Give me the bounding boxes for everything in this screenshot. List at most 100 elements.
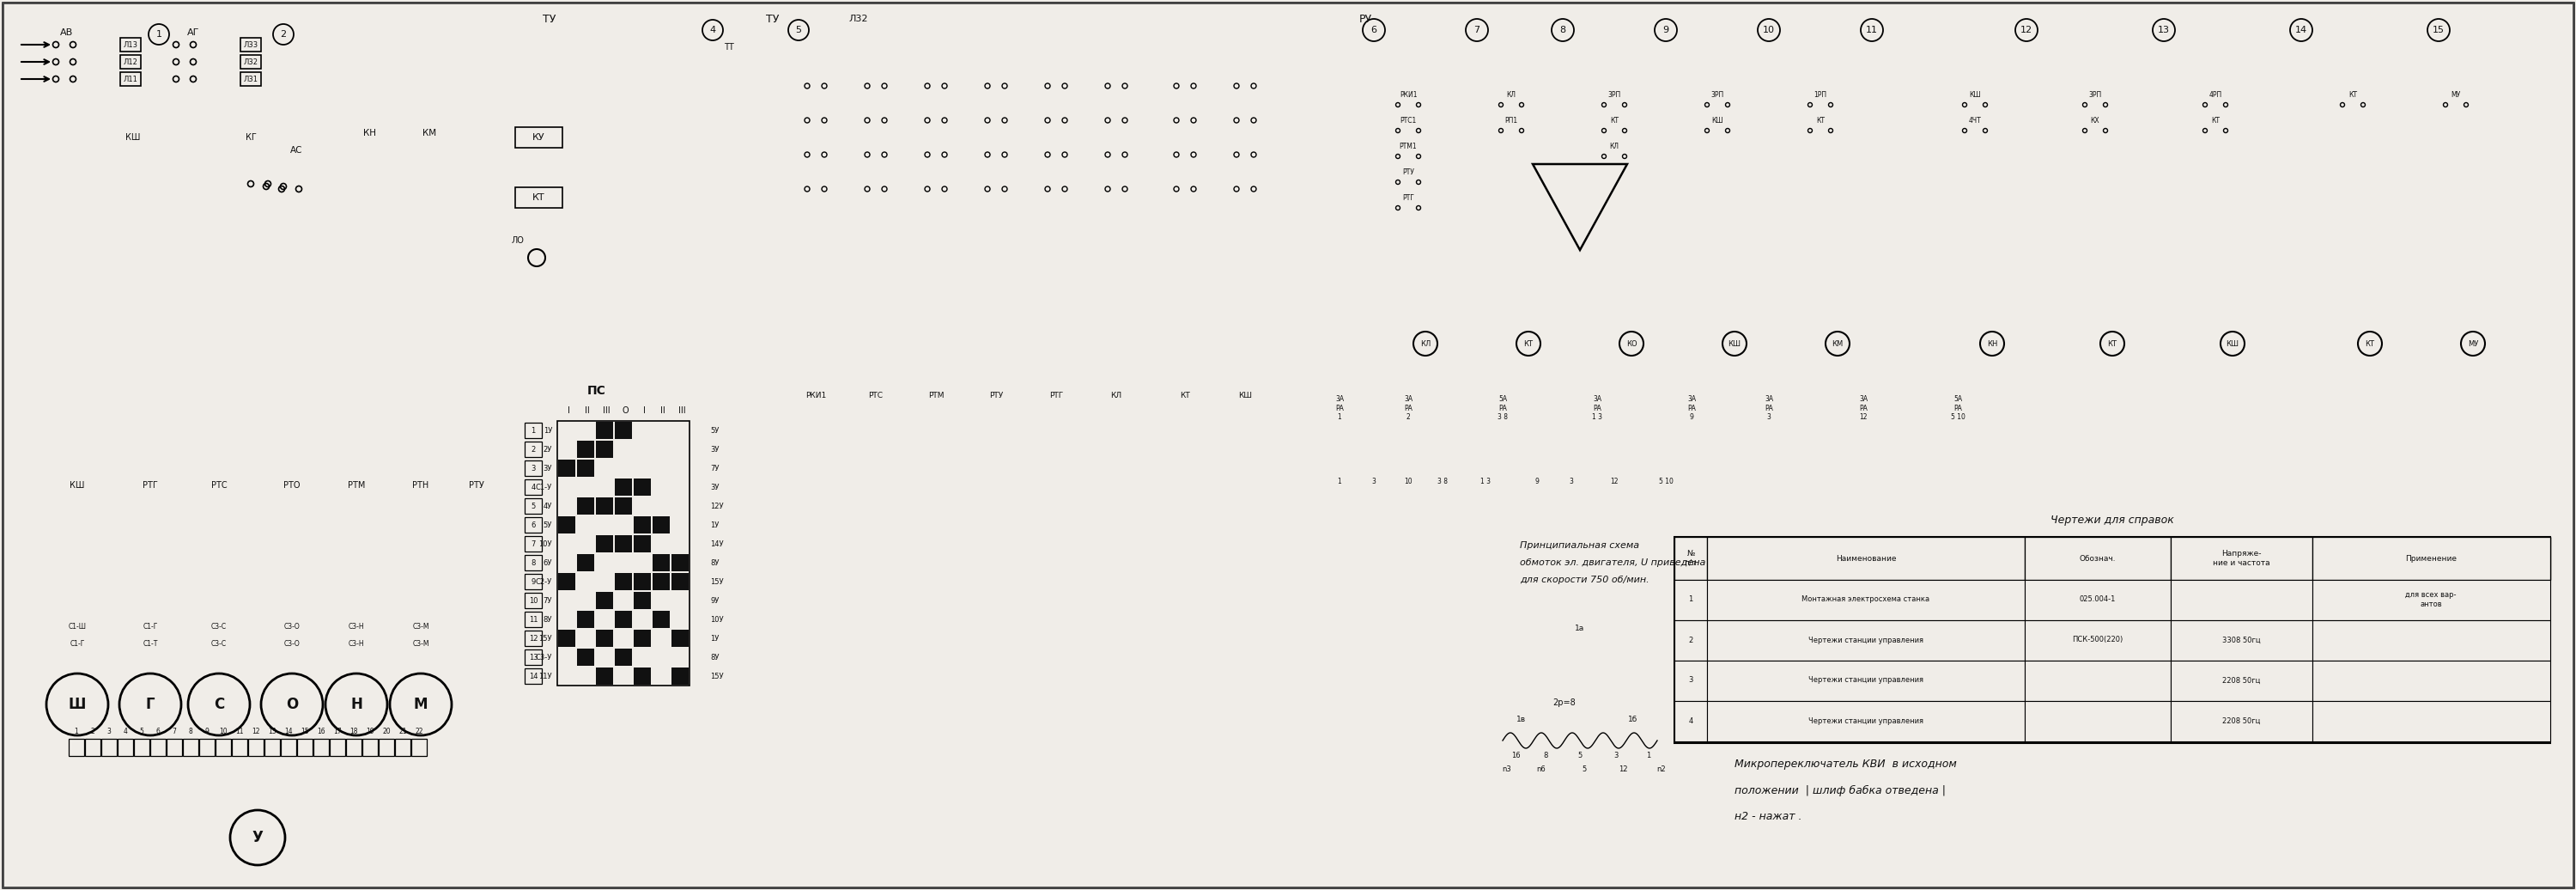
Bar xyxy=(121,55,142,69)
Text: n6: n6 xyxy=(1538,766,1546,773)
Text: 4: 4 xyxy=(708,26,716,35)
Bar xyxy=(616,649,631,666)
Bar xyxy=(2025,537,2172,580)
Text: 7: 7 xyxy=(1473,26,1481,35)
Bar xyxy=(1708,620,2025,660)
Bar xyxy=(616,535,631,553)
Bar xyxy=(559,573,574,590)
Text: РТМ: РТМ xyxy=(348,481,366,489)
Text: КШ: КШ xyxy=(2226,340,2239,347)
Text: КУ: КУ xyxy=(533,134,544,142)
Text: 12: 12 xyxy=(2020,26,2032,35)
Text: КШ: КШ xyxy=(126,134,142,142)
Text: н2 - нажат .: н2 - нажат . xyxy=(1734,811,1803,821)
Bar xyxy=(672,554,688,571)
Text: Чертежи станции управления: Чертежи станции управления xyxy=(1808,636,1924,643)
Text: 5: 5 xyxy=(1577,752,1582,760)
Text: РТМ: РТМ xyxy=(927,392,943,399)
Text: 15: 15 xyxy=(2432,26,2445,35)
Text: 8У: 8У xyxy=(711,653,719,661)
Text: 13: 13 xyxy=(2159,26,2169,35)
Text: 1в: 1в xyxy=(1517,716,1528,724)
Text: 3У: 3У xyxy=(711,445,719,453)
Text: КШ: КШ xyxy=(1710,117,1723,124)
Bar xyxy=(167,739,183,756)
Text: 3У: 3У xyxy=(711,483,719,491)
Text: 18: 18 xyxy=(350,728,358,736)
Text: 12: 12 xyxy=(528,635,538,643)
Bar xyxy=(247,739,263,756)
Bar xyxy=(330,739,345,756)
Text: 10: 10 xyxy=(1762,26,1775,35)
Text: АВ: АВ xyxy=(59,28,75,37)
Text: 3: 3 xyxy=(1613,752,1618,760)
Bar xyxy=(1674,701,1708,741)
Bar xyxy=(634,516,652,533)
Text: 1У: 1У xyxy=(711,521,719,529)
Bar xyxy=(1674,620,1708,660)
Text: 6: 6 xyxy=(1370,26,1378,35)
Text: 6: 6 xyxy=(531,521,536,529)
Text: 1У: 1У xyxy=(544,426,551,434)
Text: КХ: КХ xyxy=(2092,117,2099,124)
Text: 5: 5 xyxy=(139,728,144,736)
Text: С3-Н: С3-Н xyxy=(348,623,363,631)
Text: 8: 8 xyxy=(1543,752,1548,760)
Text: 21: 21 xyxy=(399,728,407,736)
Text: 12: 12 xyxy=(1618,766,1628,773)
Text: 12У: 12У xyxy=(711,502,724,510)
Text: КТ: КТ xyxy=(1180,392,1190,399)
Bar xyxy=(577,498,595,514)
Text: 4: 4 xyxy=(1687,717,1692,724)
Text: РКИ1: РКИ1 xyxy=(806,392,827,399)
Text: №
п/п: № п/п xyxy=(1685,550,1698,567)
Text: МУ: МУ xyxy=(2450,91,2460,99)
Text: РКИ1: РКИ1 xyxy=(1399,91,1417,99)
Bar xyxy=(281,739,296,756)
Text: 1: 1 xyxy=(1337,477,1342,485)
Text: 15У: 15У xyxy=(711,672,724,680)
Bar xyxy=(149,739,165,756)
Bar xyxy=(559,516,574,533)
Bar xyxy=(526,480,541,495)
Text: 10: 10 xyxy=(219,728,227,736)
Text: Чертежи станции управления: Чертежи станции управления xyxy=(1808,676,1924,684)
Text: 14: 14 xyxy=(528,672,538,680)
Text: 3А
РА
12: 3А РА 12 xyxy=(1860,395,1868,421)
Text: 5У: 5У xyxy=(544,521,551,529)
Bar xyxy=(672,573,688,590)
Text: III: III xyxy=(677,407,685,415)
Text: 3РП: 3РП xyxy=(2089,91,2102,99)
Text: n2: n2 xyxy=(1656,766,1667,773)
Bar xyxy=(2172,660,2313,701)
Text: ЛО: ЛО xyxy=(510,236,523,245)
Text: 10У: 10У xyxy=(538,540,551,547)
Text: Обознач.: Обознач. xyxy=(2079,554,2115,562)
Bar xyxy=(1674,537,1708,580)
Text: 12: 12 xyxy=(1610,477,1618,485)
Text: С3-М: С3-М xyxy=(412,641,430,648)
Text: 2У: 2У xyxy=(544,445,551,453)
Text: РТГ: РТГ xyxy=(142,481,157,489)
Text: КТ: КТ xyxy=(2349,91,2357,99)
Bar xyxy=(1674,537,2550,580)
Text: 14У: 14У xyxy=(711,540,724,547)
Bar xyxy=(412,739,428,756)
Text: 8У: 8У xyxy=(544,616,551,623)
Text: 1: 1 xyxy=(1646,752,1651,760)
Text: Г: Г xyxy=(147,697,155,712)
Bar xyxy=(595,592,613,609)
Bar xyxy=(345,739,361,756)
Bar xyxy=(2025,701,2172,741)
Text: 11: 11 xyxy=(234,728,245,736)
Text: II: II xyxy=(585,407,590,415)
Bar xyxy=(1708,660,2025,701)
Text: МУ: МУ xyxy=(2468,340,2478,347)
Bar xyxy=(595,422,613,439)
Text: 3А
РА
9: 3А РА 9 xyxy=(1687,395,1695,421)
Text: КГ: КГ xyxy=(245,134,255,142)
Text: РТС: РТС xyxy=(211,481,227,489)
Bar xyxy=(577,459,595,477)
Text: 3РП: 3РП xyxy=(1607,91,1620,99)
Bar xyxy=(559,630,574,647)
